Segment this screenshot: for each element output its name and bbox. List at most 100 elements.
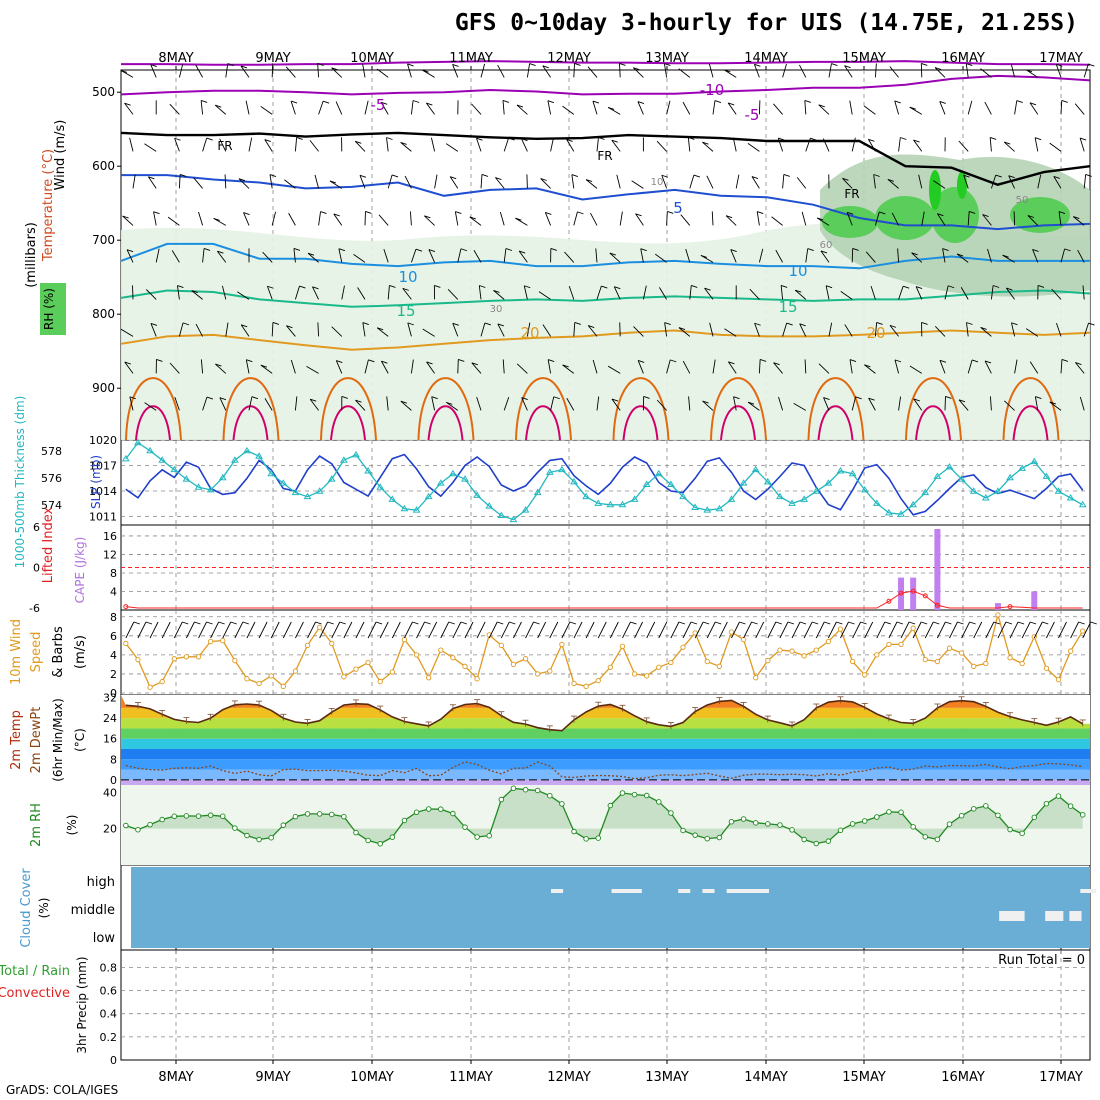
wind-barb bbox=[771, 216, 783, 226]
wind-barb-feather bbox=[381, 360, 388, 364]
wind-barb-feather bbox=[786, 322, 793, 326]
wind-barb-feather bbox=[759, 358, 767, 362]
wind-barb bbox=[410, 249, 417, 263]
wind-barb-feather bbox=[810, 137, 817, 141]
wind-barb-feather bbox=[389, 285, 396, 288]
wind-speed-point bbox=[462, 663, 468, 669]
rh-shade-moist bbox=[822, 206, 878, 238]
rh-point bbox=[147, 821, 153, 828]
wind-barb bbox=[794, 289, 807, 300]
wind-speed-point bbox=[341, 674, 347, 680]
wind-barb bbox=[898, 137, 901, 152]
wind-barb-10m bbox=[1082, 621, 1092, 639]
wind-barb bbox=[213, 218, 227, 226]
slp-tick-label: 1014 bbox=[89, 485, 117, 498]
wind-barb bbox=[383, 248, 389, 263]
wind-barb-10m bbox=[416, 621, 425, 639]
wind-barb-feather bbox=[969, 211, 976, 214]
wind-barb bbox=[730, 249, 737, 263]
wind-barb-feather bbox=[571, 174, 578, 177]
wind-speed-point bbox=[559, 641, 565, 648]
wind-barb-10m-feather bbox=[230, 621, 237, 625]
rh-point bbox=[353, 829, 359, 836]
wind-barb bbox=[407, 63, 412, 78]
wind-barb bbox=[587, 325, 598, 337]
wind-barb-feather bbox=[948, 285, 955, 289]
wind-barb-feather bbox=[407, 63, 414, 67]
wind-barb bbox=[457, 248, 462, 263]
wind-barb bbox=[571, 174, 575, 189]
wind-barb-10m-feather bbox=[836, 621, 843, 625]
wind-barb bbox=[547, 359, 552, 374]
wind-barb bbox=[960, 287, 969, 300]
wind-speed-point bbox=[680, 644, 686, 650]
rh-point bbox=[256, 836, 262, 843]
wind-barb-10m-feather bbox=[1090, 621, 1097, 625]
wind-barb-feather bbox=[1002, 254, 1009, 258]
wind-barb bbox=[469, 216, 482, 226]
wind-barb-10m bbox=[391, 621, 401, 639]
thickness-point bbox=[509, 515, 518, 523]
wind-barb-feather bbox=[889, 324, 897, 328]
thickness-point bbox=[994, 487, 1002, 494]
wind-barb-feather bbox=[217, 250, 224, 254]
wind-barb bbox=[874, 211, 880, 226]
wind-barb bbox=[409, 211, 412, 226]
isotherm-25 bbox=[320, 377, 377, 441]
wind-barb-feather bbox=[458, 358, 465, 362]
wind-barb bbox=[640, 248, 644, 263]
wind-barb bbox=[271, 211, 277, 226]
wind-barb bbox=[407, 322, 412, 337]
rh-point bbox=[837, 827, 844, 834]
wind-barb-feather bbox=[1034, 137, 1042, 141]
wind-barb bbox=[642, 285, 647, 300]
wind-barb-10m bbox=[791, 621, 801, 639]
wind-tick-label: 8 bbox=[110, 611, 117, 624]
date-label-bottom: 13MAY bbox=[645, 1070, 689, 1085]
wind-speed-point bbox=[753, 675, 759, 681]
date-label-top: 12MAY bbox=[547, 51, 591, 66]
thickness-point bbox=[146, 446, 154, 454]
wind-barb-feather bbox=[336, 360, 343, 363]
wind-barb-feather bbox=[1088, 63, 1095, 67]
li-axis-label: Lifted Index bbox=[41, 506, 56, 583]
wind-barb bbox=[823, 397, 830, 411]
wind-barb bbox=[708, 63, 714, 78]
wind-barb bbox=[702, 141, 714, 152]
temp-band bbox=[121, 718, 1090, 729]
wind-barb-feather bbox=[1064, 248, 1071, 252]
wind-barb bbox=[129, 137, 134, 152]
wind-barb bbox=[178, 174, 181, 189]
wind-barb bbox=[1075, 362, 1085, 374]
wind-barb bbox=[1029, 102, 1039, 115]
wind-barb bbox=[596, 285, 602, 300]
wind-barb bbox=[202, 137, 208, 152]
wind-barb-feather bbox=[476, 137, 483, 141]
wind-speed-point bbox=[450, 655, 456, 661]
wind-barb bbox=[353, 254, 366, 263]
isotherm-30 bbox=[330, 405, 366, 441]
wind-barb bbox=[782, 174, 785, 189]
thickness-point bbox=[957, 475, 966, 482]
rh-point bbox=[1031, 814, 1038, 821]
wind-speed-point bbox=[147, 684, 153, 690]
wind-barb bbox=[243, 212, 250, 226]
wind-barb-feather bbox=[667, 210, 674, 214]
cloud-axis-label-a: Cloud Cover bbox=[19, 868, 34, 948]
wind-barb-feather bbox=[545, 211, 552, 215]
wind-barb bbox=[984, 101, 992, 115]
wind-barb-10m bbox=[307, 621, 316, 639]
wind-speed-point bbox=[183, 654, 190, 660]
wind-speed-point bbox=[716, 663, 723, 669]
wind-barb-10m bbox=[149, 621, 159, 639]
wind-barb-10m-feather bbox=[630, 621, 637, 625]
wind-barb-10m bbox=[864, 621, 874, 639]
wind-barb bbox=[711, 211, 714, 226]
rh-point bbox=[752, 820, 759, 826]
wind-barb bbox=[724, 328, 737, 337]
wind-barb-feather bbox=[1037, 284, 1045, 288]
wind-barb-feather bbox=[329, 180, 337, 184]
upper-axis-label-temp: Temperature (°C) bbox=[41, 149, 56, 262]
wind-barb bbox=[980, 327, 992, 337]
wind-barb-10m-feather bbox=[957, 621, 964, 625]
